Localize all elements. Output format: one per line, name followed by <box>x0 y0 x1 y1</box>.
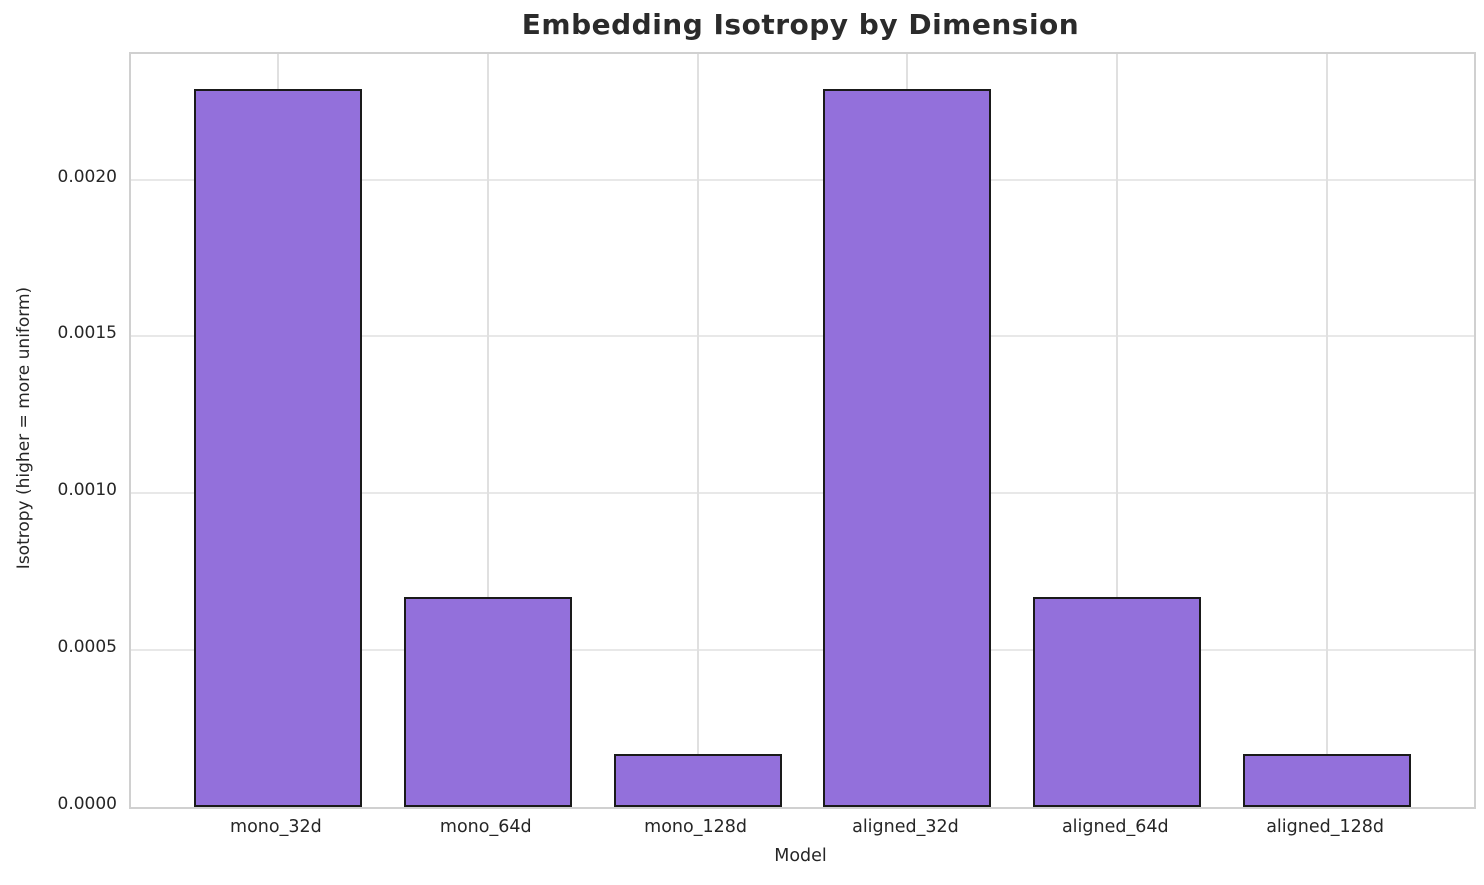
y-tick-label: 0.0010 <box>57 480 117 501</box>
x-tick-label: mono_32d <box>230 817 322 837</box>
y-tick-label: 0.0005 <box>57 637 117 658</box>
bar-aligned_128d <box>1243 753 1412 807</box>
y-tick-label: 0.0000 <box>57 794 117 814</box>
bar-mono_64d <box>403 596 572 807</box>
vertical-gridline <box>1326 54 1329 807</box>
x-tick-label: mono_128d <box>644 817 747 837</box>
x-axis-label: Model <box>774 846 827 866</box>
chart-title: Embedding Isotropy by Dimension <box>521 8 1080 41</box>
bar-aligned_32d <box>823 88 992 807</box>
x-tick-label: aligned_128d <box>1266 817 1384 837</box>
x-tick-label: mono_64d <box>439 817 532 837</box>
bar-mono_128d <box>613 753 782 807</box>
horizontal-gridline <box>131 492 1474 495</box>
plot-area <box>129 52 1476 809</box>
y-tick-label: 0.0015 <box>57 323 117 344</box>
bar-aligned_64d <box>1033 596 1202 807</box>
bar-mono_32d <box>193 88 362 807</box>
vertical-gridline <box>1116 54 1119 807</box>
x-tick-label: aligned_32d <box>852 817 959 837</box>
horizontal-gridline <box>131 178 1474 181</box>
x-tick-label: aligned_64d <box>1061 817 1169 837</box>
vertical-gridline <box>696 54 699 807</box>
vertical-gridline <box>486 54 489 807</box>
horizontal-gridline <box>131 335 1474 338</box>
horizontal-gridline <box>131 649 1474 652</box>
y-tick-label: 0.0020 <box>57 166 117 187</box>
